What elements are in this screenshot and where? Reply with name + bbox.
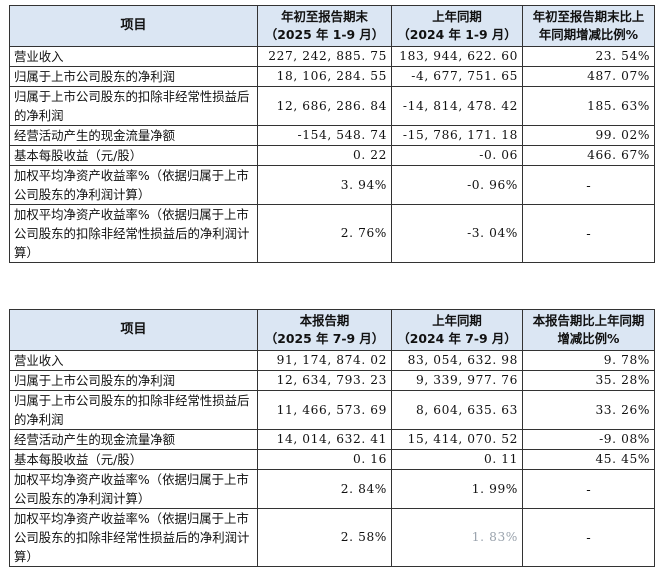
table-row: 归属于上市公司股东的净利润 18, 106, 284. 55 -4, 677, …: [9, 66, 655, 87]
cell-prior: -14, 814, 478. 42: [391, 86, 523, 126]
cell-prior: 0. 11: [391, 449, 523, 470]
cell-current: 91, 174, 874. 02: [257, 350, 392, 371]
row-label: 归属于上市公司股东的净利润: [9, 66, 258, 87]
cell-change: 23. 54%: [522, 46, 655, 67]
cell-prior: 1. 83%: [391, 508, 523, 567]
header-ytd-change: 年初至报告期末比上 年同期增减比例%: [522, 5, 655, 47]
row-label: 经营活动产生的现金流量净额: [9, 429, 258, 450]
table-row: 经营活动产生的现金流量净额 14, 014, 632. 41 15, 414, …: [9, 429, 655, 450]
row-label: 基本每股收益（元/股）: [9, 145, 258, 166]
cell-prior: -0. 06: [391, 145, 523, 166]
row-label: 经营活动产生的现金流量净额: [9, 125, 258, 146]
cell-change: 45. 45%: [522, 449, 655, 470]
table-row: 营业收入 227, 242, 885. 75 183, 944, 622. 60…: [9, 46, 655, 67]
cell-current: 2. 58%: [257, 508, 392, 567]
table-row: 加权平均净资产收益率%（依据归属于上市公司股东的净利润计算） 2. 84% 1.…: [9, 469, 655, 509]
cell-prior: -0. 96%: [391, 165, 523, 205]
cell-change: 487. 07%: [522, 66, 655, 87]
cell-current: 2. 76%: [257, 204, 392, 263]
row-label: 归属于上市公司股东的净利润: [9, 370, 258, 391]
ytd-financial-table: 项目 年初至报告期末 （2025 年 1-9 月） 上年同期 （2024 年 1-9…: [9, 5, 655, 263]
cell-current: -154, 548. 74: [257, 125, 392, 146]
cell-current: 11, 466, 573. 69: [257, 390, 392, 430]
cell-change: -: [522, 508, 655, 567]
row-label: 归属于上市公司股东的扣除非经常性损益后的净利润: [9, 390, 258, 430]
cell-change: -9. 08%: [522, 429, 655, 450]
cell-change: 466. 67%: [522, 145, 655, 166]
row-label: 营业收入: [9, 350, 258, 371]
table-row: 加权平均净资产收益率%（依据归属于上市公司股东的扣除非经常性损益后的净利润计算）…: [9, 508, 655, 567]
cell-prior: -3. 04%: [391, 204, 523, 263]
cell-change: 33. 26%: [522, 390, 655, 430]
quarter-financial-table: 项目 本报告期 （2025 年 7-9 月） 上年同期 （2024 年 7-9 月）…: [9, 309, 655, 567]
row-label: 加权平均净资产收益率%（依据归属于上市公司股东的净利润计算）: [9, 469, 258, 509]
cell-change: 35. 28%: [522, 370, 655, 391]
header-row: 项目 年初至报告期末 （2025 年 1-9 月） 上年同期 （2024 年 1-9…: [9, 5, 655, 47]
header-item: 项目: [9, 309, 258, 351]
cell-change: -: [522, 469, 655, 509]
cell-current: 227, 242, 885. 75: [257, 46, 392, 67]
cell-current: 14, 014, 632. 41: [257, 429, 392, 450]
header-row: 项目 本报告期 （2025 年 7-9 月） 上年同期 （2024 年 7-9 月）…: [9, 309, 655, 351]
cell-change: 9. 78%: [522, 350, 655, 371]
cell-current: 18, 106, 284. 55: [257, 66, 392, 87]
cell-change: -: [522, 204, 655, 263]
cell-prior: 1. 99%: [391, 469, 523, 509]
cell-current: 12, 686, 286. 84: [257, 86, 392, 126]
table-row: 归属于上市公司股东的净利润 12, 634, 793. 23 9, 339, 9…: [9, 370, 655, 391]
row-label: 加权平均净资产收益率%（依据归属于上市公司股东的净利润计算）: [9, 165, 258, 205]
row-label: 营业收入: [9, 46, 258, 67]
row-label: 基本每股收益（元/股）: [9, 449, 258, 470]
cell-current: 0. 22: [257, 145, 392, 166]
cell-current: 12, 634, 793. 23: [257, 370, 392, 391]
row-label: 归属于上市公司股东的扣除非经常性损益后的净利润: [9, 86, 258, 126]
cell-current: 0. 16: [257, 449, 392, 470]
cell-change: 99. 02%: [522, 125, 655, 146]
cell-current: 3. 94%: [257, 165, 392, 205]
cell-prior: -4, 677, 751. 65: [391, 66, 523, 87]
table-row: 加权平均净资产收益率%（依据归属于上市公司股东的扣除非经常性损益后的净利润计算）…: [9, 204, 655, 263]
table-row: 归属于上市公司股东的扣除非经常性损益后的净利润 11, 466, 573. 69…: [9, 390, 655, 430]
cell-current: 2. 84%: [257, 469, 392, 509]
header-quarter-prior: 上年同期 （2024 年 7-9 月）: [391, 309, 523, 351]
cell-prior: 83, 054, 632. 98: [391, 350, 523, 371]
table-row: 基本每股收益（元/股） 0. 16 0. 11 45. 45%: [9, 449, 655, 470]
cell-change: 185. 63%: [522, 86, 655, 126]
header-item: 项目: [9, 5, 258, 47]
header-quarter-current: 本报告期 （2025 年 7-9 月）: [257, 309, 392, 351]
table-row: 营业收入 91, 174, 874. 02 83, 054, 632. 98 9…: [9, 350, 655, 371]
row-label: 加权平均净资产收益率%（依据归属于上市公司股东的扣除非经常性损益后的净利润计算）: [9, 508, 258, 567]
table-row: 经营活动产生的现金流量净额 -154, 548. 74 -15, 786, 17…: [9, 125, 655, 146]
header-ytd-prior: 上年同期 （2024 年 1-9 月）: [391, 5, 523, 47]
header-quarter-change: 本报告期比上年同期 增减比例%: [522, 309, 655, 351]
cell-prior: 9, 339, 977. 76: [391, 370, 523, 391]
cell-prior: 15, 414, 070. 52: [391, 429, 523, 450]
cell-change: -: [522, 165, 655, 205]
table-row: 加权平均净资产收益率%（依据归属于上市公司股东的净利润计算） 3. 94% -0…: [9, 165, 655, 205]
table-row: 基本每股收益（元/股） 0. 22 -0. 06 466. 67%: [9, 145, 655, 166]
header-ytd-current: 年初至报告期末 （2025 年 1-9 月）: [257, 5, 392, 47]
row-label: 加权平均净资产收益率%（依据归属于上市公司股东的扣除非经常性损益后的净利润计算）: [9, 204, 258, 263]
table-row: 归属于上市公司股东的扣除非经常性损益后的净利润 12, 686, 286. 84…: [9, 86, 655, 126]
cell-prior: -15, 786, 171. 18: [391, 125, 523, 146]
cell-prior: 183, 944, 622. 60: [391, 46, 523, 67]
cell-prior: 8, 604, 635. 63: [391, 390, 523, 430]
